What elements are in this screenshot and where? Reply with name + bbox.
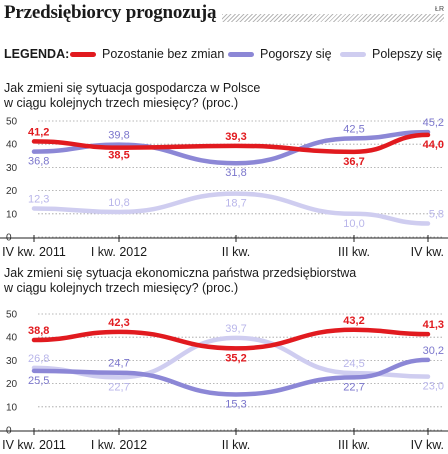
data-label-worse: 42,5 — [343, 123, 364, 135]
legend-swatch-better — [340, 52, 366, 57]
data-label-worse: 15,3 — [225, 399, 246, 411]
x-tick-label: I kw. 2012 — [91, 245, 147, 259]
data-label-better: 24,5 — [343, 358, 364, 370]
data-label-better: 22,7 — [108, 381, 129, 393]
y-tick-label: 20 — [6, 186, 18, 197]
y-tick-label: 40 — [6, 140, 18, 151]
source-credit: ŁR — [435, 6, 444, 13]
chart2-question-line1: Jak zmieni się sytuacja ekonomiczna pańs… — [4, 266, 357, 280]
x-tick-label: II kw. — [222, 245, 250, 259]
chart2-question: Jak zmieni się sytuacja ekonomiczna pańs… — [4, 266, 444, 296]
series-line-better — [31, 335, 431, 380]
data-label-worse: 31,8 — [225, 167, 246, 179]
legend: LEGENDA: Pozostanie bez zmian Pogorszy s… — [4, 47, 448, 63]
series-line-unchanged — [31, 327, 431, 351]
legend-swatch-worse — [228, 52, 254, 57]
data-label-unchanged: 38,5 — [108, 150, 129, 162]
x-tick-label: III kw. — [338, 245, 370, 259]
data-label-unchanged: 41,2 — [28, 126, 49, 138]
data-label-worse: 30,2 — [423, 345, 444, 357]
data-label-better: 12,3 — [28, 193, 49, 205]
legend-title: LEGENDA: — [4, 47, 70, 61]
y-tick-label: 40 — [6, 333, 18, 344]
series-line-unchanged — [31, 132, 431, 155]
data-label-unchanged: 35,2 — [225, 352, 246, 364]
legend-label-unchanged: Pozostanie bez zmian — [102, 47, 225, 61]
data-label-better: 23,0 — [423, 381, 444, 393]
legend-label-better: Polepszy się — [372, 47, 443, 61]
y-tick-label: 20 — [6, 379, 18, 390]
series-line-worse — [31, 357, 431, 397]
x-tick-label: IV kw. 2011 — [2, 245, 66, 259]
data-label-unchanged: 42,3 — [108, 317, 129, 329]
chart-title: Przedsiębiorcy prognozują — [4, 2, 217, 23]
data-label-unchanged: 44,0 — [423, 139, 444, 151]
data-label-worse: 36,8 — [28, 156, 49, 168]
series-line-better — [31, 191, 431, 226]
y-tick-label: 50 — [6, 117, 18, 128]
data-label-worse: 45,2 — [423, 117, 444, 129]
x-tick-label: IV kw. 2011 — [2, 438, 66, 452]
chart1-question-line2: w ciągu kolejnych trzech miesięcy? (proc… — [4, 96, 239, 110]
y-tick-label: 10 — [6, 402, 18, 413]
data-label-better: 39,7 — [225, 323, 246, 335]
y-tick-label: 30 — [6, 356, 18, 367]
data-label-better: 10,0 — [343, 218, 364, 230]
data-label-worse: 25,5 — [28, 375, 49, 387]
x-tick-label: III kw. — [338, 438, 370, 452]
x-tick-label: I kw. 2012 — [91, 438, 147, 452]
data-label-better: 5,8 — [429, 209, 444, 221]
data-label-unchanged: 36,7 — [343, 156, 364, 168]
data-label-unchanged: 43,2 — [343, 315, 364, 327]
data-label-unchanged: 41,3 — [423, 319, 444, 331]
chart1-question-line1: Jak zmieni się sytuacja gospodarcza w Po… — [4, 81, 261, 95]
x-tick-label: II kw. — [222, 438, 250, 452]
data-label-better: 10,8 — [108, 197, 129, 209]
chart1-question: Jak zmieni się sytuacja gospodarcza w Po… — [4, 81, 444, 111]
data-label-better: 18,7 — [225, 198, 246, 210]
legend-label-worse: Pogorszy się — [260, 47, 332, 61]
data-label-unchanged: 39,3 — [225, 131, 246, 143]
chart2-question-line2: w ciągu kolejnych trzech miesięcy? (proc… — [4, 281, 239, 295]
y-tick-label: 10 — [6, 209, 18, 220]
data-label-worse: 22,7 — [343, 381, 364, 393]
y-tick-label: 30 — [6, 163, 18, 174]
x-tick-label: IV kw. — [411, 245, 444, 259]
header-hatch-decoration — [222, 14, 444, 22]
data-label-better: 26,8 — [28, 353, 49, 365]
data-label-unchanged: 38,8 — [28, 325, 49, 337]
x-tick-label: IV kw. — [411, 438, 444, 452]
legend-swatch-unchanged — [70, 52, 96, 57]
y-tick-label: 50 — [6, 310, 18, 321]
data-label-worse: 24,7 — [108, 358, 129, 370]
data-label-worse: 39,8 — [108, 130, 129, 142]
